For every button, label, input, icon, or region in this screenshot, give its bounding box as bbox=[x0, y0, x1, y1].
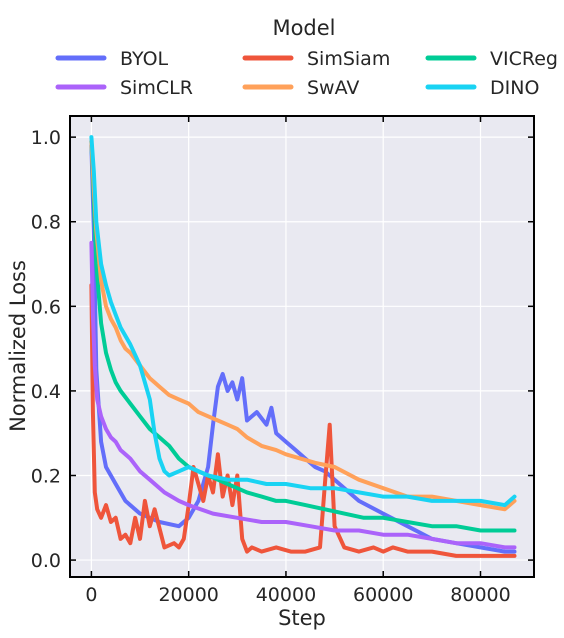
legend-label-vicreg: VICReg bbox=[490, 48, 558, 70]
legend-label-byol: BYOL bbox=[120, 48, 169, 70]
plot-frame bbox=[69, 115, 535, 578]
y-tick-label: 0.8 bbox=[31, 212, 61, 234]
x-tick-label: 0 bbox=[85, 584, 97, 606]
legend-label-swav: SwAV bbox=[307, 77, 359, 99]
series-line-vicreg bbox=[89, 139, 517, 533]
x-tick-label: 40000 bbox=[256, 584, 316, 606]
series-line-swav bbox=[89, 139, 517, 512]
legend-label-simsiam: SimSiam bbox=[307, 48, 390, 70]
y-axis-title: Normalized Loss bbox=[6, 260, 30, 432]
series-line-simclr bbox=[89, 240, 517, 550]
plot-area bbox=[70, 116, 534, 577]
y-tick-label: 0.0 bbox=[31, 550, 61, 572]
y-tick-label: 0.2 bbox=[31, 465, 61, 487]
y-tick-label: 1.0 bbox=[31, 127, 61, 149]
series-line-dino bbox=[89, 135, 517, 508]
series-line-simsiam bbox=[89, 283, 517, 558]
x-tick-label: 60000 bbox=[353, 584, 413, 606]
x-tick-label: 20000 bbox=[158, 584, 218, 606]
axis-ticks: 0 20000 40000 60000 80000 0.0 0.2 0.4 0.6 0.8 1.0 bbox=[31, 116, 534, 606]
x-tick-label: 80000 bbox=[450, 584, 510, 606]
legend-title: Model bbox=[272, 16, 335, 40]
x-axis-title: Step bbox=[278, 606, 326, 630]
series-line-byol bbox=[89, 143, 517, 554]
legend: Model BYOL SimSiam VICReg SimCLR SwAV DINO bbox=[55, 16, 558, 99]
y-tick-label: 0.6 bbox=[31, 296, 61, 318]
series-lines bbox=[89, 135, 517, 558]
legend-items: BYOL SimSiam VICReg SimCLR SwAV DINO bbox=[55, 48, 558, 99]
legend-label-dino: DINO bbox=[490, 77, 539, 99]
y-tick-label: 0.4 bbox=[31, 381, 61, 403]
legend-label-simclr: SimCLR bbox=[120, 77, 193, 99]
